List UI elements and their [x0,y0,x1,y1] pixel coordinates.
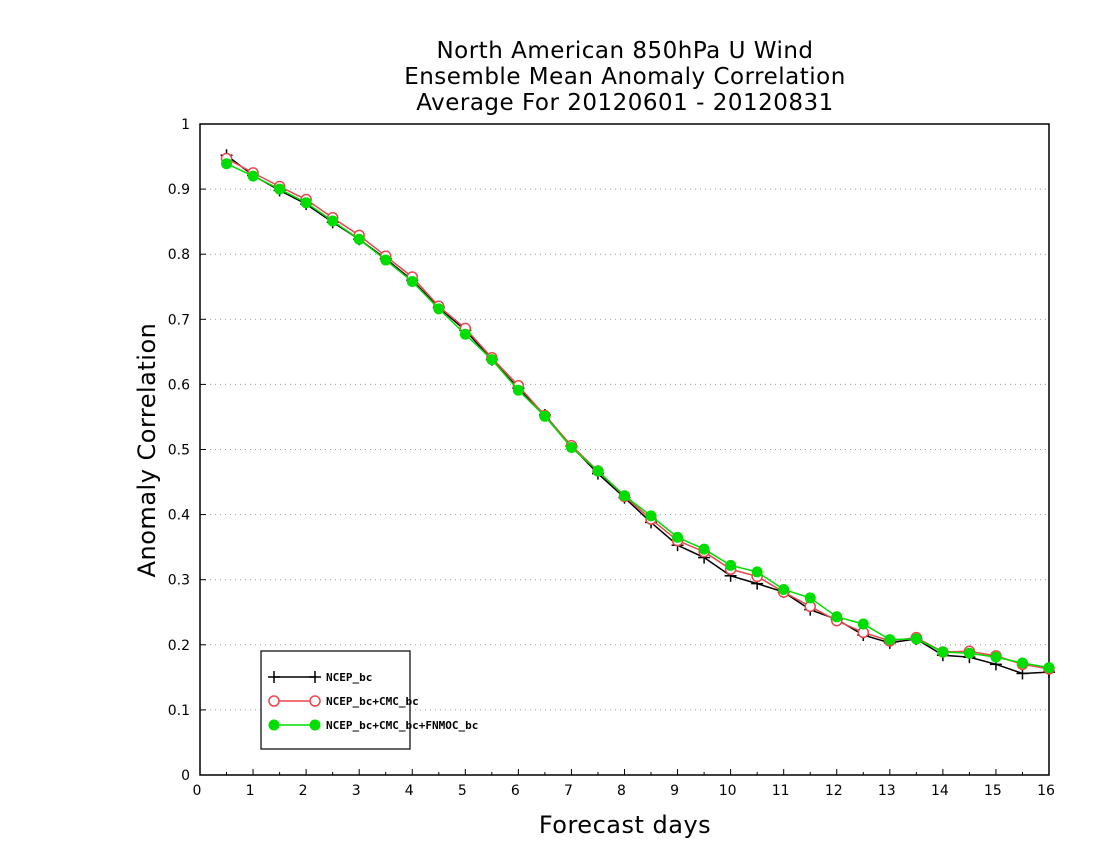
series-3-point-3 [274,183,286,195]
x-tick-label-15: 15 [984,783,1002,799]
series-3-line [226,163,1050,669]
x-tick-label-11: 11 [772,783,790,799]
legend-label-3: NCEP_bc+CMC_bc+FNMOC_bc [326,719,478,732]
y-tick-label-0.7: 0.7 [168,312,190,328]
x-tick-label-13: 13 [878,783,896,799]
series-3-point-30 [990,651,1002,663]
series-2-line [226,157,1050,670]
y-tick-label-0.1: 0.1 [168,703,190,719]
chart-title-line-3: Average For 20120601 - 20120831 [416,90,834,116]
y-tick-label-0.4: 0.4 [168,508,190,524]
series-3-point-1 [221,158,233,170]
x-tick-label-2: 2 [299,783,308,799]
series-3-point-7 [380,254,392,266]
series-3-point-4 [300,197,312,209]
series-1 [220,149,1055,680]
series-3-point-19 [698,543,710,555]
series-3-point-31 [1016,657,1028,669]
series-3-point-14 [565,442,577,454]
series-3-point-16 [619,490,630,502]
legend-marker-right-2 [309,695,321,707]
x-tick-label-12: 12 [825,783,843,799]
legend: NCEP_bc NCEP_bc+CMC_bc NCEP_bc+CMC_bc+FNMO… [260,650,478,750]
series-3-point-9 [433,303,445,315]
legend-marker-right-3 [309,719,321,731]
legend-marker-right-1 [309,671,321,683]
series-3-point-29 [963,647,975,659]
x-axis-label: Forecast days [539,811,711,839]
chart-title-line-1: North American 850hPa U Wind [436,38,814,64]
x-tick-label-0: 0 [193,783,202,799]
series-3-point-11 [486,354,498,366]
series-3-point-18 [672,531,684,543]
series-3-point-25 [857,618,869,630]
y-tick-label-1: 1 [181,117,190,133]
legend-label-2: NCEP_bc+CMC_bc [326,695,419,708]
series-3-point-20 [725,559,737,571]
legend-marker-left-1 [268,671,280,683]
series-3-point-21 [751,566,763,578]
x-tick-label-8: 8 [617,783,626,799]
series-3-point-26 [884,634,896,646]
series-3-point-8 [406,276,418,288]
series-3-point-5 [327,215,339,227]
series-3-point-27 [910,633,922,645]
chart-title-line-2: Ensemble Mean Anomaly Correlation [404,64,846,90]
x-tick-label-7: 7 [564,783,573,799]
series-3-point-28 [937,646,949,658]
legend-label-1: NCEP_bc [326,671,372,684]
x-tick-label-10: 10 [719,783,737,799]
legend-marker-left-2 [268,695,280,707]
x-tick-label-4: 4 [405,783,414,799]
series-3-point-6 [353,233,365,245]
axis-ticks: 00.10.20.30.40.50.60.70.80.910 1 2 3 4 5 6 7 8 9 1… [168,117,1055,799]
legend-marker-left-3 [268,719,280,731]
y-tick-label-0.6: 0.6 [168,377,190,393]
y-tick-label-0: 0 [181,768,190,784]
y-tick-label-0.9: 0.9 [168,182,190,198]
series-3-point-24 [831,611,843,623]
x-tick-label-6: 6 [511,783,520,799]
x-tick-label-14: 14 [931,783,949,799]
series-3-point-23 [804,592,816,604]
y-tick-label-0.2: 0.2 [168,638,190,654]
y-tick-label-0.8: 0.8 [168,247,190,263]
legend-box [260,650,411,750]
y-axis-label: Anomaly Correlation [133,323,161,578]
series-3-point-17 [645,510,657,522]
series-3-point-10 [459,328,471,340]
series-3-point-12 [512,384,524,396]
y-tick-label-0.5: 0.5 [168,443,190,459]
x-tick-label-16: 16 [1037,783,1055,799]
series-3-point-32 [1043,662,1055,674]
x-tick-label-9: 9 [670,783,679,799]
grid-lines [200,188,1049,711]
series-3-point-13 [539,410,551,422]
x-tick-label-5: 5 [458,783,467,799]
x-tick-label-1: 1 [246,783,255,799]
x-tick-label-3: 3 [352,783,361,799]
series-layer [220,149,1055,680]
series-3 [221,158,1055,674]
y-tick-label-0.3: 0.3 [168,573,190,589]
series-3-point-15 [592,465,604,477]
series-3-point-22 [778,583,790,595]
series-3-point-2 [247,170,259,182]
